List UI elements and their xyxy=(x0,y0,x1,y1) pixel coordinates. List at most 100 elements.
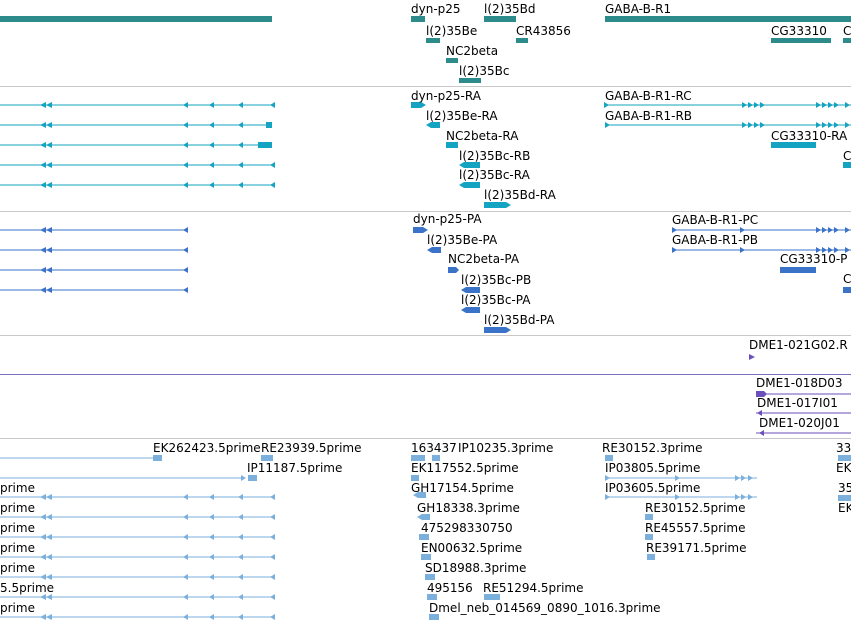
transcript-feature[interactable] xyxy=(411,102,426,108)
clones-canvas xyxy=(756,391,851,436)
gene-track: dyn-p25 l(2)35Bd GABA-B-R1 l(2)35Be CR43… xyxy=(0,0,851,86)
gene-feature[interactable] xyxy=(484,16,516,22)
protein-feature[interactable] xyxy=(448,267,459,273)
protein-label: GABA-B-R1-PC xyxy=(672,213,759,227)
gene-feature[interactable] xyxy=(446,58,458,63)
protein-features-canvas xyxy=(0,227,851,333)
est-feature[interactable] xyxy=(411,475,419,481)
transcript-label: GABA-B-R1-RC xyxy=(605,89,692,103)
est-feature[interactable] xyxy=(425,574,435,580)
gene-feature[interactable] xyxy=(843,38,851,43)
est-label: prime xyxy=(0,541,35,555)
est-feature[interactable] xyxy=(419,534,429,540)
clone-feature[interactable] xyxy=(756,391,767,397)
protein-feature[interactable] xyxy=(461,307,480,313)
protein-label: C xyxy=(843,272,851,286)
est-label: RE51294.5prime xyxy=(483,581,584,595)
transcript-feature[interactable] xyxy=(426,122,440,128)
est-label: prime xyxy=(0,501,35,515)
clone-single-canvas xyxy=(749,354,755,360)
protein-label: l(2)35Bc-PB xyxy=(461,273,532,287)
gene-label: CG33310 xyxy=(771,24,827,38)
est-label: prime xyxy=(0,561,35,575)
gene-label: NC2beta xyxy=(446,44,499,58)
transcript-label: l(2)35Bc-RA xyxy=(459,168,530,182)
est-feature[interactable] xyxy=(417,514,430,520)
protein-track: dyn-p25-PA l(2)35Be-PA GABA-B-R1-PC GABA… xyxy=(0,212,851,335)
est-feature[interactable] xyxy=(427,594,437,600)
est-label: GH18338.3prime xyxy=(417,501,520,515)
transcript-feature[interactable] xyxy=(484,202,511,208)
est-feature[interactable] xyxy=(261,455,273,461)
rna-features-canvas xyxy=(0,102,851,208)
est-feature[interactable] xyxy=(241,475,246,481)
protein-feature[interactable] xyxy=(413,227,428,233)
est-feature[interactable] xyxy=(411,455,425,461)
clone-feature[interactable] xyxy=(759,430,764,436)
est-label: EK xyxy=(836,461,851,475)
clone-label: DME1-018D03 xyxy=(756,376,843,390)
est-label: 475298330750 xyxy=(421,521,513,535)
clone-feature[interactable] xyxy=(757,410,762,416)
gene-feature[interactable] xyxy=(0,16,272,22)
protein-label: dyn-p25-PA xyxy=(413,212,482,226)
transcript-feature[interactable] xyxy=(459,182,480,188)
gene-label: l(2)35Be xyxy=(426,24,478,38)
transcript-feature[interactable] xyxy=(771,142,816,148)
protein-label: CG33310-P xyxy=(780,252,848,266)
est-feature[interactable] xyxy=(645,514,653,520)
protein-feature[interactable] xyxy=(427,247,441,253)
est-label: EN00632.5prime xyxy=(421,541,523,555)
track-separator xyxy=(0,374,851,375)
est-feature[interactable] xyxy=(838,495,851,501)
est-label: GH17154.5prime xyxy=(411,481,514,495)
transcript-feature[interactable] xyxy=(446,142,458,148)
track-separator xyxy=(0,335,851,336)
gene-feature[interactable] xyxy=(516,38,528,43)
est-feature[interactable] xyxy=(647,554,655,560)
gene-feature[interactable] xyxy=(459,78,481,83)
gene-label: GABA-B-R1 xyxy=(605,2,672,16)
clone-feature[interactable] xyxy=(749,354,755,360)
clone-label: DME1-021G02.R xyxy=(749,338,848,352)
protein-feature[interactable] xyxy=(484,327,511,333)
protein-feature[interactable] xyxy=(843,287,851,293)
est-label: RE23939.5prime xyxy=(261,441,362,455)
est-feature[interactable] xyxy=(605,455,613,461)
transcript-label: NC2beta-RA xyxy=(446,129,519,143)
gene-feature[interactable] xyxy=(411,16,425,22)
gene-label: CR43856 xyxy=(516,24,571,38)
gene-features-canvas xyxy=(0,16,851,83)
track-separator xyxy=(0,86,851,87)
est-feature[interactable] xyxy=(645,534,653,540)
track-separator xyxy=(0,438,851,439)
protein-feature[interactable] xyxy=(461,287,480,293)
protein-feature[interactable] xyxy=(780,267,816,273)
gene-feature[interactable] xyxy=(605,16,851,22)
est-label: prime xyxy=(0,521,35,535)
transcript-label: l(2)35Be-RA xyxy=(426,109,498,123)
est-feature[interactable] xyxy=(153,455,162,461)
protein-label: l(2)35Bd-PA xyxy=(484,313,555,327)
transcript-label: GABA-B-R1-RB xyxy=(605,109,693,123)
est-label: 33 xyxy=(836,441,851,455)
est-feature[interactable] xyxy=(429,614,439,620)
protein-label: l(2)35Bc-PA xyxy=(461,293,531,307)
protein-label: GABA-B-R1-PB xyxy=(672,233,758,247)
est-feature[interactable] xyxy=(838,455,851,461)
est-feature[interactable] xyxy=(432,455,440,461)
est-label: RE45557.5prime xyxy=(645,521,746,535)
est-feature[interactable] xyxy=(484,594,500,600)
gene-feature[interactable] xyxy=(426,38,440,43)
est-feature[interactable] xyxy=(248,475,257,481)
transcript-label: C xyxy=(843,149,851,163)
transcript-label: dyn-p25-RA xyxy=(411,89,481,103)
est-feature[interactable] xyxy=(413,492,426,498)
gene-feature[interactable] xyxy=(771,38,831,43)
est-features-canvas xyxy=(0,455,851,620)
transcript-feature[interactable] xyxy=(459,162,480,168)
transcript-feature[interactable] xyxy=(843,162,851,168)
est-feature[interactable] xyxy=(421,554,431,560)
est-label: EK117552.5prime xyxy=(411,461,519,475)
